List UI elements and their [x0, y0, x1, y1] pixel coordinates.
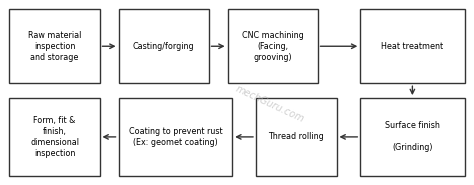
Text: Coating to prevent rust
(Ex: geomet coating): Coating to prevent rust (Ex: geomet coat…	[128, 127, 222, 147]
Text: Raw material
inspection
and storage: Raw material inspection and storage	[28, 31, 81, 62]
Text: Heat treatment: Heat treatment	[381, 42, 444, 51]
FancyBboxPatch shape	[228, 9, 318, 83]
FancyBboxPatch shape	[256, 98, 337, 176]
FancyBboxPatch shape	[118, 98, 232, 176]
FancyBboxPatch shape	[360, 9, 465, 83]
Text: Casting/forging: Casting/forging	[133, 42, 194, 51]
Text: CNC machining
(Facing,
grooving): CNC machining (Facing, grooving)	[242, 31, 303, 62]
Text: Form, fit &
finish,
dimensional
inspection: Form, fit & finish, dimensional inspecti…	[30, 116, 79, 158]
Text: mechGuru.com: mechGuru.com	[234, 83, 306, 124]
FancyBboxPatch shape	[360, 98, 465, 176]
FancyBboxPatch shape	[9, 9, 100, 83]
FancyBboxPatch shape	[9, 98, 100, 176]
FancyBboxPatch shape	[118, 9, 209, 83]
Text: Thread rolling: Thread rolling	[268, 132, 324, 141]
Text: Surface finish

(Grinding): Surface finish (Grinding)	[385, 121, 440, 152]
